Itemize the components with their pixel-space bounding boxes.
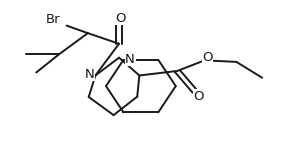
- Text: O: O: [202, 51, 213, 64]
- Text: O: O: [193, 90, 204, 103]
- Text: N: N: [125, 53, 135, 66]
- Text: Br: Br: [46, 13, 60, 26]
- Text: N: N: [85, 68, 95, 81]
- Text: O: O: [115, 12, 126, 25]
